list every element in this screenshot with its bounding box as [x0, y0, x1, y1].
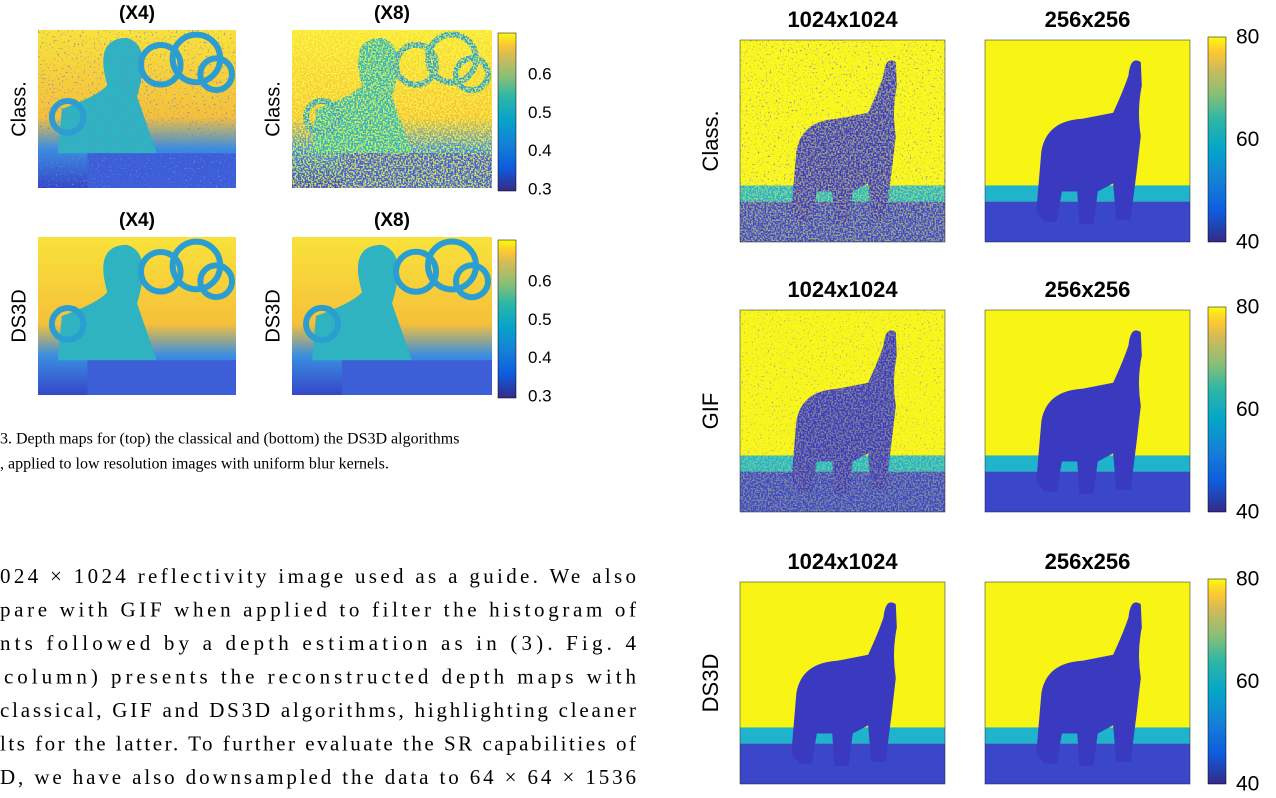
noise — [292, 30, 492, 188]
panel-title: 1024x1024 — [787, 549, 898, 574]
table — [88, 360, 237, 395]
row-label: Class. — [8, 81, 30, 137]
body-line: pare with GIF when applied to filter the… — [0, 597, 636, 621]
colorbar-tick-label: 0.4 — [528, 348, 552, 367]
body-line: lts for the latter. To further evaluate … — [0, 731, 636, 755]
colorbar-tick-label: 80 — [1236, 26, 1259, 49]
colorbar — [498, 240, 516, 398]
colorbar-tick-label: 80 — [1236, 568, 1259, 591]
colorbar — [1208, 307, 1226, 512]
colorbar — [1208, 579, 1226, 784]
panel-title: 256x256 — [1045, 7, 1131, 32]
caption-line: 3. Depth maps for (top) the classical an… — [0, 431, 459, 448]
depth-map — [38, 237, 236, 395]
depth-map — [985, 310, 1190, 512]
depth-map — [985, 582, 1190, 784]
colorbar — [498, 33, 516, 191]
body-line: nts followed by a depth estimation as in… — [0, 631, 637, 655]
caption-line: , applied to low resolution images with … — [0, 456, 389, 473]
depth-map — [292, 237, 492, 395]
noise — [740, 310, 945, 512]
row-label: GIF — [698, 393, 723, 430]
row-label: Class. — [698, 110, 723, 171]
depth-map — [740, 582, 945, 784]
panel-title: 1024x1024 — [787, 7, 898, 32]
table — [342, 360, 492, 395]
colorbar — [1208, 37, 1226, 242]
row-label: DS3D — [262, 289, 284, 342]
colorbar-tick-label: 0.5 — [528, 103, 552, 122]
colorbar-tick-label: 0.5 — [528, 310, 552, 329]
panel-title: (X8) — [374, 210, 410, 231]
row-label: DS3D — [8, 289, 30, 342]
panel-title: 256x256 — [1045, 277, 1131, 302]
colorbar-tick-label: 0.3 — [528, 386, 552, 405]
depth-map — [38, 30, 236, 188]
row-label: DS3D — [698, 654, 723, 713]
panel-title: (X4) — [119, 3, 155, 24]
colorbar-tick-label: 0.3 — [528, 179, 552, 198]
page: Class. Class. (X4) (X8) 0.6 0.5 0.4 0.3 DS3D DS3D… — [0, 0, 1276, 798]
panel-title: 256x256 — [1045, 549, 1131, 574]
body-line: classical, GIF and DS3D algorithms, high… — [0, 698, 636, 722]
colorbar-tick-label: 40 — [1236, 773, 1259, 796]
colorbar-tick-label: 0.4 — [528, 141, 552, 160]
depth-map — [985, 40, 1190, 242]
body-line: D, we have also downsampled the data to … — [0, 765, 636, 789]
noise — [740, 40, 945, 242]
depth-map — [740, 40, 945, 242]
panel-title: 1024x1024 — [787, 277, 898, 302]
colorbar-tick-label: 60 — [1236, 128, 1259, 151]
noise — [38, 30, 236, 188]
depth-map — [740, 310, 945, 512]
colorbar-tick-label: 40 — [1236, 501, 1259, 524]
row-label: Class. — [262, 81, 284, 137]
depth-map — [292, 30, 492, 188]
panel-title: (X4) — [119, 210, 155, 231]
colorbar-tick-label: 0.6 — [528, 271, 552, 290]
panel-title: (X8) — [374, 3, 410, 24]
colorbar-tick-label: 80 — [1236, 296, 1259, 319]
colorbar-tick-label: 60 — [1236, 670, 1259, 693]
body-line: column) presents the reconstructed depth… — [4, 664, 637, 688]
colorbar-tick-label: 60 — [1236, 398, 1259, 421]
colorbar-tick-label: 0.6 — [528, 64, 552, 83]
body-line: 024 × 1024 reflectivity image used as a … — [0, 564, 636, 588]
colorbar-tick-label: 40 — [1236, 231, 1259, 254]
